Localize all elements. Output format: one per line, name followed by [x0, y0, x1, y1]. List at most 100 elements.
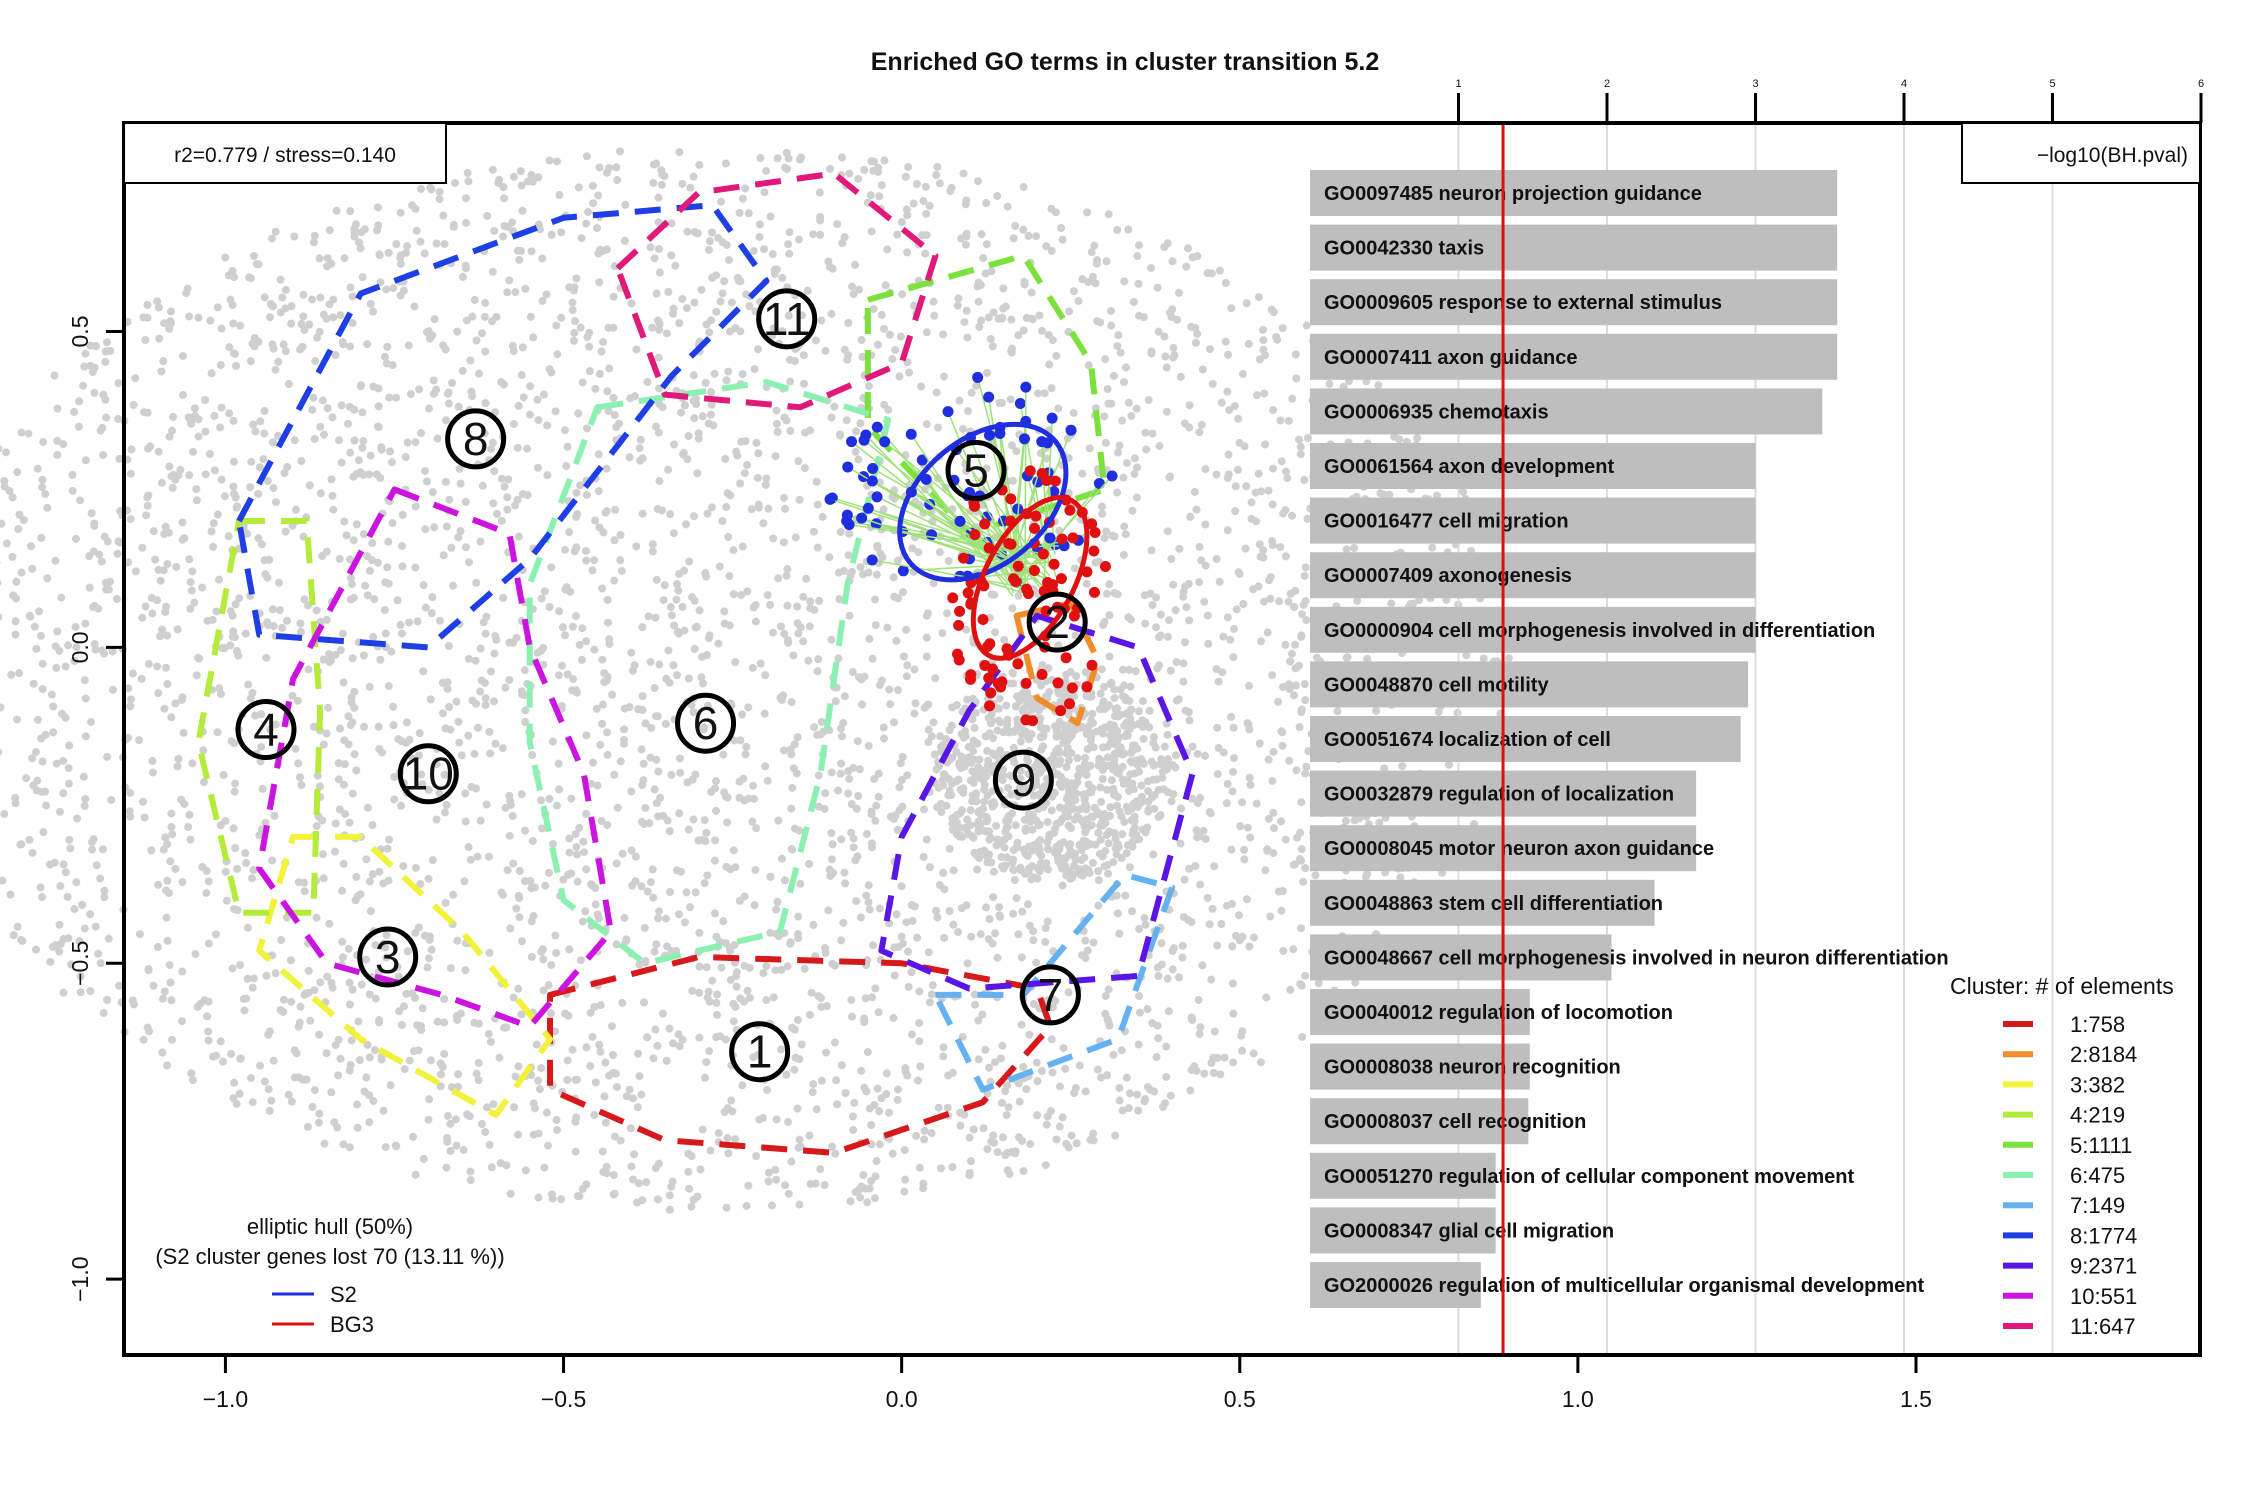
gene-point — [354, 238, 363, 247]
gene-point — [415, 729, 424, 738]
gene-point — [802, 574, 811, 583]
gene-point — [11, 617, 20, 626]
gene-point — [720, 619, 729, 628]
gene-point — [1103, 753, 1112, 762]
gene-point — [290, 1073, 299, 1082]
gene-point — [931, 674, 940, 683]
gene-point — [701, 378, 710, 387]
gene-point — [1133, 493, 1142, 502]
gene-point — [316, 978, 325, 987]
gene-point — [1185, 616, 1194, 625]
gene-point — [572, 843, 581, 852]
gene-point — [722, 1203, 731, 1212]
gene-point — [1033, 1111, 1042, 1120]
gene-point — [389, 721, 398, 730]
gene-point — [65, 741, 74, 750]
gene-point — [1082, 824, 1091, 833]
gene-point — [816, 230, 825, 239]
gene-point — [772, 1175, 781, 1184]
gene-point — [375, 1018, 384, 1027]
gene-point — [984, 756, 993, 765]
gene-point — [216, 821, 225, 830]
gene-point — [275, 606, 284, 615]
gene-point-s2 — [1046, 412, 1058, 424]
gene-point — [1169, 790, 1178, 799]
gene-point — [535, 1085, 544, 1094]
gene-point — [774, 816, 783, 825]
gene-point — [49, 702, 58, 711]
gene-point — [845, 774, 854, 783]
gene-point-s2 — [1093, 477, 1105, 489]
gene-point — [968, 767, 977, 776]
gene-point — [1127, 749, 1136, 758]
gene-point — [582, 731, 591, 740]
gene-point — [1088, 784, 1097, 793]
gene-point — [346, 283, 355, 292]
gene-point — [1268, 500, 1277, 509]
gene-point — [248, 874, 257, 883]
gene-point — [1088, 709, 1097, 718]
gene-point — [684, 674, 693, 683]
gene-point — [509, 638, 518, 647]
gene-point — [1147, 757, 1156, 766]
gene-point — [414, 923, 423, 932]
gene-point — [1297, 610, 1306, 619]
gene-point — [1141, 619, 1150, 628]
gene-point — [201, 395, 210, 404]
gene-point — [636, 435, 645, 444]
gene-point — [462, 316, 471, 325]
gene-point — [527, 247, 536, 256]
gene-point — [1023, 851, 1032, 860]
gene-point — [1070, 564, 1079, 573]
gene-point — [435, 195, 444, 204]
gene-point — [571, 1075, 580, 1084]
gene-point — [1298, 1032, 1307, 1041]
gene-point — [741, 750, 750, 759]
gene-point — [568, 1045, 577, 1054]
gene-point — [1264, 755, 1273, 764]
gene-point — [795, 1200, 804, 1209]
gene-point — [527, 171, 536, 180]
gene-point — [969, 747, 978, 756]
gene-point — [584, 208, 593, 217]
gene-point — [1028, 705, 1037, 714]
gene-point — [382, 285, 391, 294]
gene-point — [382, 953, 391, 962]
gene-point — [1290, 602, 1299, 611]
gene-point — [827, 309, 836, 318]
gene-point — [1072, 724, 1081, 733]
gene-point — [444, 399, 453, 408]
gene-point — [1268, 537, 1277, 546]
gene-point — [588, 1032, 597, 1041]
gene-point — [17, 568, 26, 577]
gene-point — [1254, 469, 1263, 478]
gene-point — [1240, 845, 1249, 854]
gene-point — [1350, 816, 1359, 825]
gene-point — [68, 470, 77, 479]
gene-point — [976, 930, 985, 939]
gene-point — [523, 177, 532, 186]
gene-point — [1150, 790, 1159, 799]
gene-point — [363, 552, 372, 561]
gene-point — [767, 1201, 776, 1210]
gene-point — [103, 995, 112, 1004]
gene-point — [1004, 783, 1013, 792]
gene-point — [399, 862, 408, 871]
gene-point — [785, 228, 794, 237]
gene-point — [477, 1120, 486, 1129]
gene-point — [1143, 1083, 1152, 1092]
gene-point — [705, 1047, 714, 1056]
gene-point — [368, 821, 377, 830]
gene-point — [805, 622, 814, 631]
gene-point — [729, 1017, 738, 1026]
gene-point — [600, 669, 609, 678]
gene-point — [573, 850, 582, 859]
gene-point — [993, 1148, 1002, 1157]
gene-point — [1081, 753, 1090, 762]
gene-point — [384, 537, 393, 546]
gene-point — [856, 913, 865, 922]
gene-point — [733, 273, 742, 282]
gene-point — [860, 1083, 869, 1092]
gene-point — [1097, 665, 1106, 674]
gene-point — [408, 989, 417, 998]
